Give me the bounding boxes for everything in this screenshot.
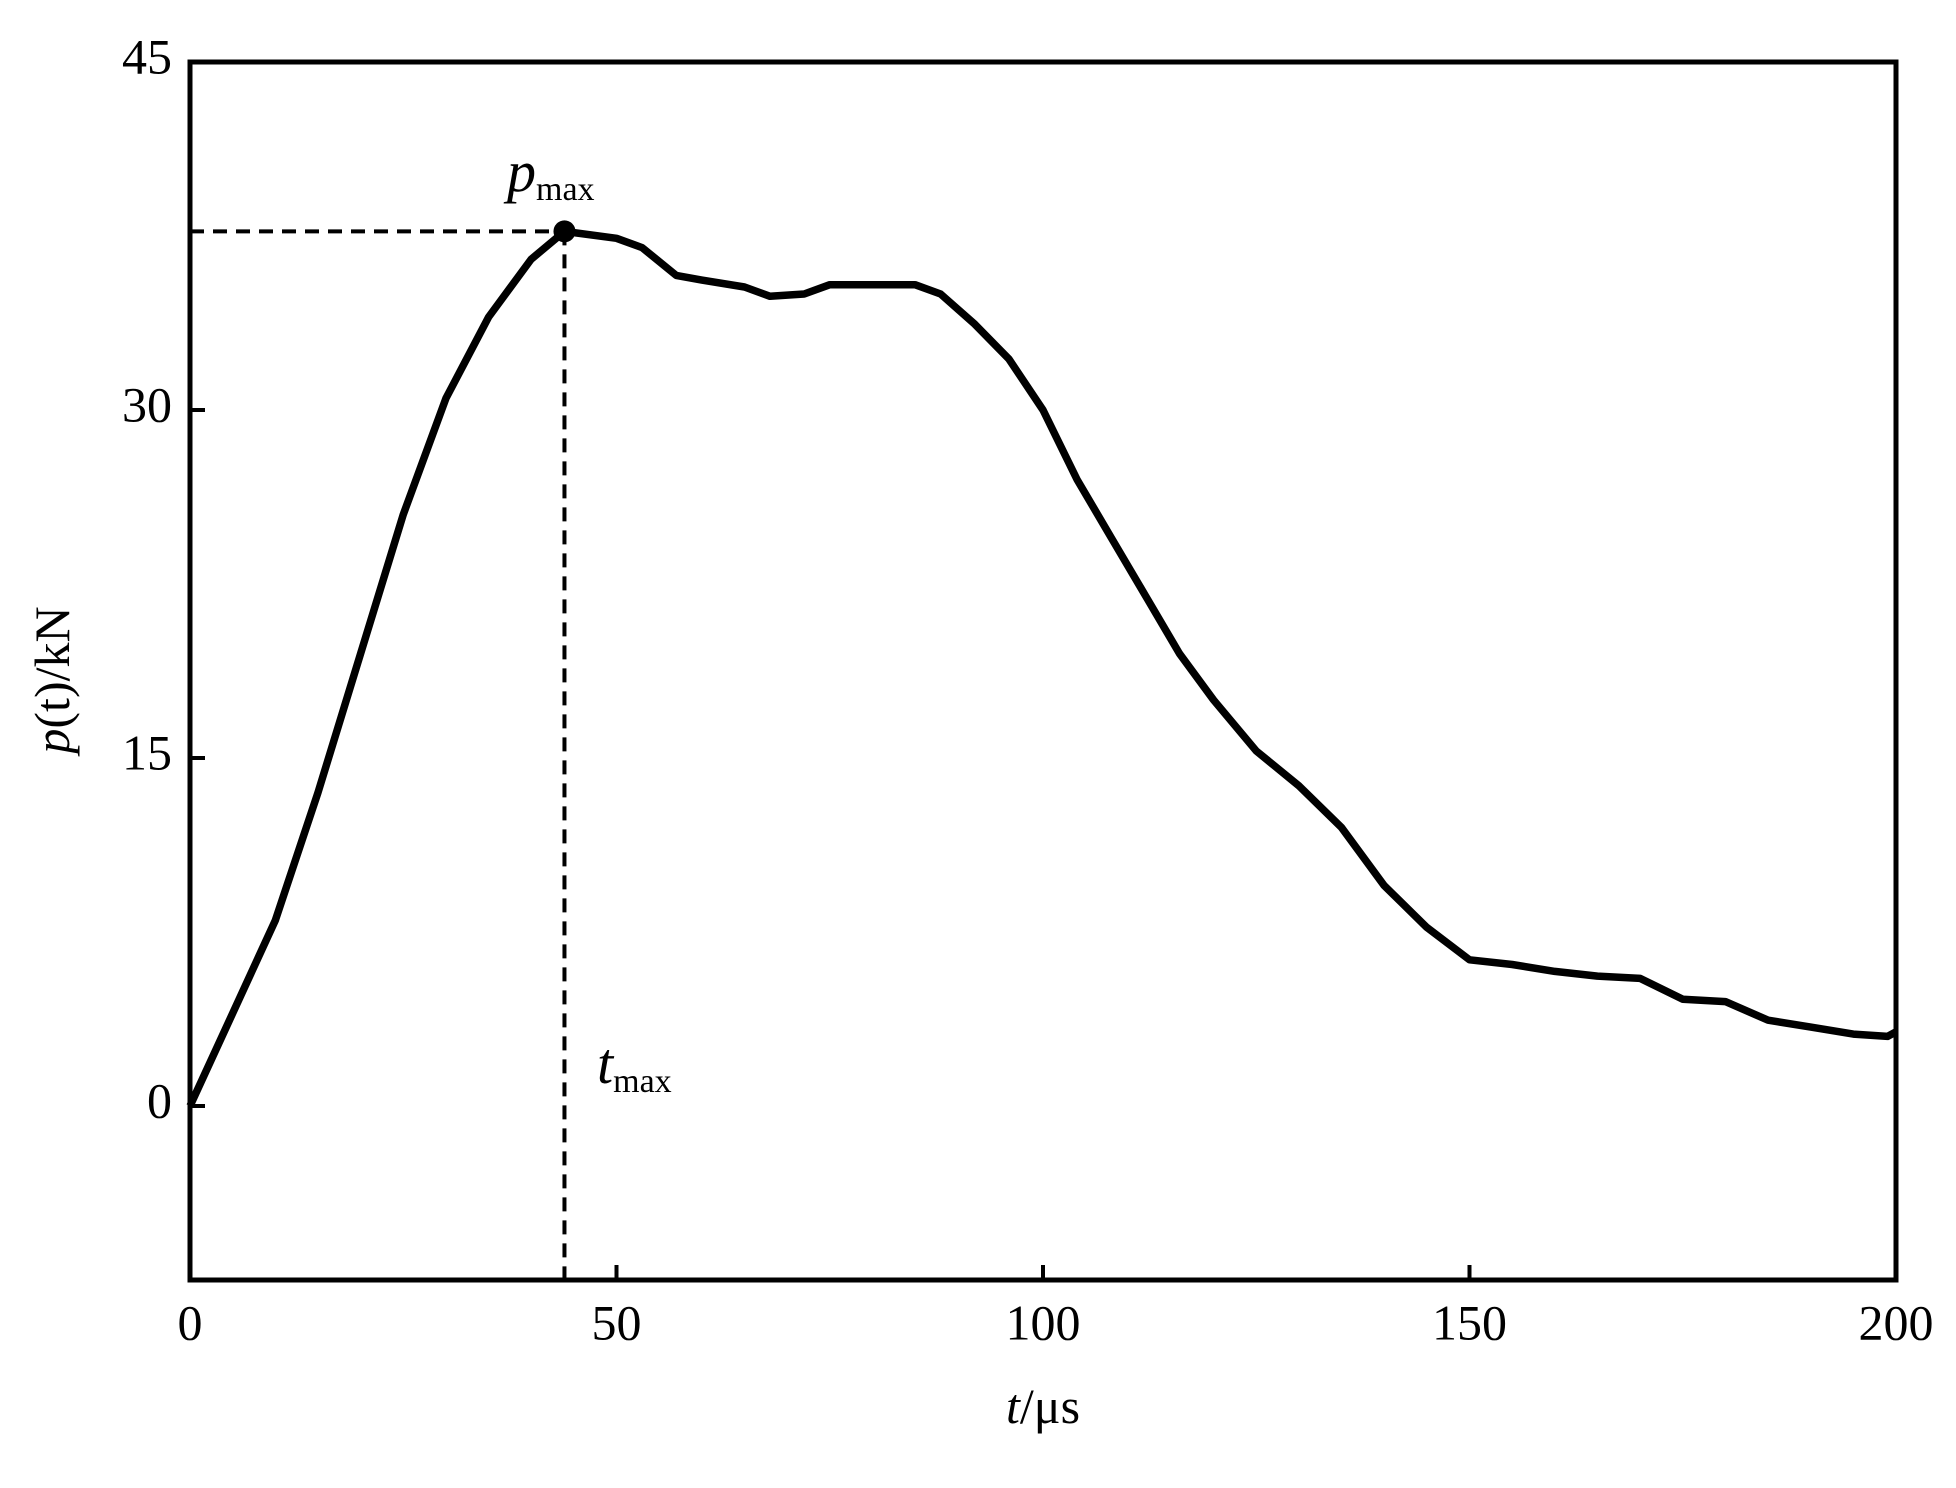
x-tick-label: 150 bbox=[1432, 1294, 1507, 1350]
y-tick-label: 30 bbox=[122, 376, 172, 432]
x-tick-label: 200 bbox=[1859, 1294, 1934, 1350]
y-axis-label-italic: p bbox=[24, 729, 80, 757]
annotation: tmax bbox=[597, 1031, 672, 1099]
x-axis-label-rest: /μs bbox=[1020, 1378, 1080, 1434]
y-tick-label: 15 bbox=[122, 724, 172, 780]
x-tick-label: 100 bbox=[1006, 1294, 1081, 1350]
x-axis-label-italic: t bbox=[1006, 1378, 1021, 1434]
annotation-sub: max bbox=[536, 171, 595, 208]
x-tick-label: 50 bbox=[592, 1294, 642, 1350]
annotation-main: p bbox=[503, 139, 536, 204]
y-tick-label: 45 bbox=[122, 28, 172, 84]
peak-point bbox=[553, 220, 576, 243]
y-tick-label: 0 bbox=[147, 1072, 172, 1128]
annotation-sub: max bbox=[613, 1063, 672, 1100]
plot-frame bbox=[187, 59, 1899, 1283]
y-axis-label-rest: (t)/kN bbox=[24, 606, 80, 728]
annotation: pmax bbox=[503, 139, 595, 207]
x-axis-label: t/μs bbox=[1006, 1378, 1080, 1434]
data-line bbox=[186, 227, 1898, 1108]
x-tick-label: 0 bbox=[178, 1294, 203, 1350]
y-axis-label: p(t)/kN bbox=[24, 606, 80, 756]
annotation-main: t bbox=[597, 1031, 615, 1096]
